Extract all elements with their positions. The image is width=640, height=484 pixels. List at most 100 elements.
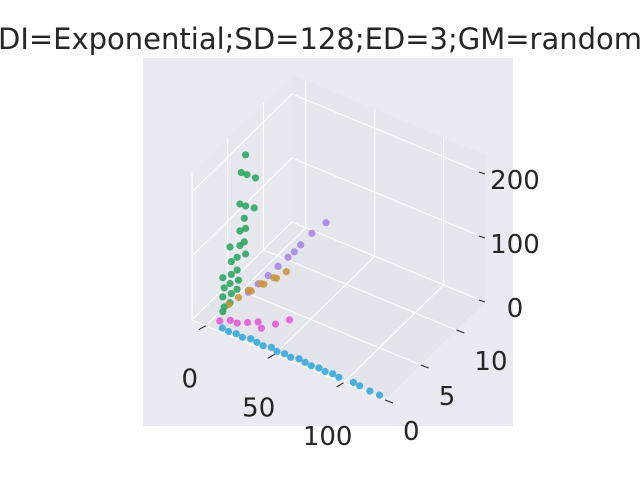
y-tick-label: 10 bbox=[474, 347, 507, 377]
grid-x-floor bbox=[274, 255, 376, 355]
chart-title: DI=Exponential;SD=128;ED=3;GM=random bbox=[0, 22, 640, 56]
z-tick-label: 200 bbox=[490, 166, 540, 196]
data-point-series-2 bbox=[233, 285, 241, 293]
data-point-series-2 bbox=[251, 174, 260, 182]
data-point-series-3 bbox=[264, 271, 272, 280]
data-point-series-1 bbox=[315, 364, 323, 372]
data-point-series-2 bbox=[233, 266, 241, 274]
grid-x-floor bbox=[343, 284, 445, 384]
data-point-series-4 bbox=[233, 319, 241, 327]
data-point-series-3 bbox=[290, 248, 298, 256]
data-point-series-1 bbox=[307, 362, 315, 370]
data-point-series-3 bbox=[284, 253, 292, 261]
data-point-series-1 bbox=[259, 342, 267, 350]
data-point-series-2 bbox=[220, 303, 228, 311]
data-point-series-1 bbox=[273, 347, 281, 356]
data-point-series-1 bbox=[349, 378, 357, 386]
data-point-series-3 bbox=[297, 241, 305, 249]
data-point-series-1 bbox=[295, 355, 303, 363]
data-point-series-2 bbox=[219, 274, 227, 282]
data-point-series-4 bbox=[226, 316, 234, 324]
data-point-series-1 bbox=[329, 370, 337, 378]
grid-z-back bbox=[291, 157, 486, 239]
x-tick-label: 0 bbox=[182, 365, 199, 395]
data-point-series-1 bbox=[238, 333, 246, 341]
data-point-series-4 bbox=[271, 320, 280, 328]
tick-mark bbox=[456, 329, 465, 334]
data-point-series-2 bbox=[237, 169, 245, 177]
data-point-series-2 bbox=[242, 151, 250, 159]
data-point-series-2 bbox=[236, 227, 244, 235]
data-point-series-2 bbox=[236, 200, 244, 208]
data-point-series-2 bbox=[242, 224, 250, 232]
data-point-series-1 bbox=[356, 382, 364, 390]
tick-mark bbox=[336, 382, 344, 388]
data-point-series-2 bbox=[220, 284, 228, 292]
tick-mark bbox=[478, 171, 486, 175]
data-point-series-1 bbox=[232, 330, 240, 338]
data-point-series-3 bbox=[308, 229, 316, 237]
grid-z-back bbox=[291, 221, 486, 303]
floor-pane bbox=[192, 222, 485, 400]
data-point-series-1 bbox=[247, 335, 255, 343]
tick-mark bbox=[420, 364, 429, 369]
tick-mark bbox=[267, 353, 275, 359]
data-point-series-2 bbox=[236, 242, 244, 250]
grid-z-left bbox=[191, 93, 293, 193]
data-point-series-1 bbox=[301, 358, 309, 366]
tick-mark bbox=[384, 399, 394, 404]
back-pane bbox=[292, 74, 485, 302]
z-tick-label: 100 bbox=[490, 230, 540, 260]
data-point-series-2 bbox=[243, 171, 251, 179]
data-point-series-5 bbox=[234, 293, 243, 302]
data-point-series-2 bbox=[226, 279, 234, 288]
data-point-series-5 bbox=[260, 280, 268, 288]
grid-z-left bbox=[191, 157, 293, 257]
data-point-series-2 bbox=[242, 202, 250, 210]
data-point-series-2 bbox=[226, 243, 234, 251]
data-point-series-3 bbox=[322, 219, 330, 227]
data-point-series-4 bbox=[285, 316, 294, 324]
x-tick-label: 50 bbox=[242, 393, 275, 423]
axes-panes bbox=[192, 74, 485, 400]
data-point-series-1 bbox=[335, 373, 343, 381]
grid-z-left bbox=[191, 221, 293, 321]
data-point-series-4 bbox=[254, 318, 262, 326]
data-point-series-2 bbox=[234, 276, 243, 284]
data-point-series-1 bbox=[218, 324, 226, 332]
data-points bbox=[216, 151, 384, 399]
data-point-series-4 bbox=[257, 324, 265, 332]
x-tick-label: 100 bbox=[303, 422, 353, 452]
data-point-series-1 bbox=[375, 391, 384, 399]
data-point-series-1 bbox=[287, 353, 295, 361]
tick-mark bbox=[198, 325, 207, 331]
data-point-series-2 bbox=[227, 270, 235, 278]
data-point-series-1 bbox=[366, 387, 374, 395]
grid-y-floor bbox=[227, 284, 421, 366]
data-point-series-4 bbox=[244, 318, 252, 327]
data-point-series-1 bbox=[253, 338, 261, 346]
data-point-series-2 bbox=[219, 293, 227, 301]
tick-mark bbox=[478, 235, 486, 239]
data-point-series-2 bbox=[250, 204, 258, 212]
data-point-series-2 bbox=[242, 250, 250, 258]
data-point-series-1 bbox=[280, 350, 289, 358]
left-pane bbox=[192, 74, 292, 320]
data-point-series-2 bbox=[227, 290, 235, 298]
data-point-series-5 bbox=[272, 274, 281, 282]
data-point-series-5 bbox=[282, 268, 290, 276]
data-point-series-2 bbox=[227, 258, 235, 266]
data-point-series-5 bbox=[247, 287, 255, 295]
y-tick-label: 0 bbox=[403, 417, 420, 447]
grid-y-floor bbox=[263, 249, 457, 331]
data-point-series-1 bbox=[225, 327, 233, 336]
data-point-series-3 bbox=[274, 262, 282, 270]
z-tick-label: 0 bbox=[507, 294, 524, 324]
grid-z-back bbox=[291, 93, 486, 175]
tick-mark bbox=[478, 299, 486, 303]
data-point-series-2 bbox=[240, 214, 248, 222]
data-point-series-2 bbox=[233, 253, 241, 261]
